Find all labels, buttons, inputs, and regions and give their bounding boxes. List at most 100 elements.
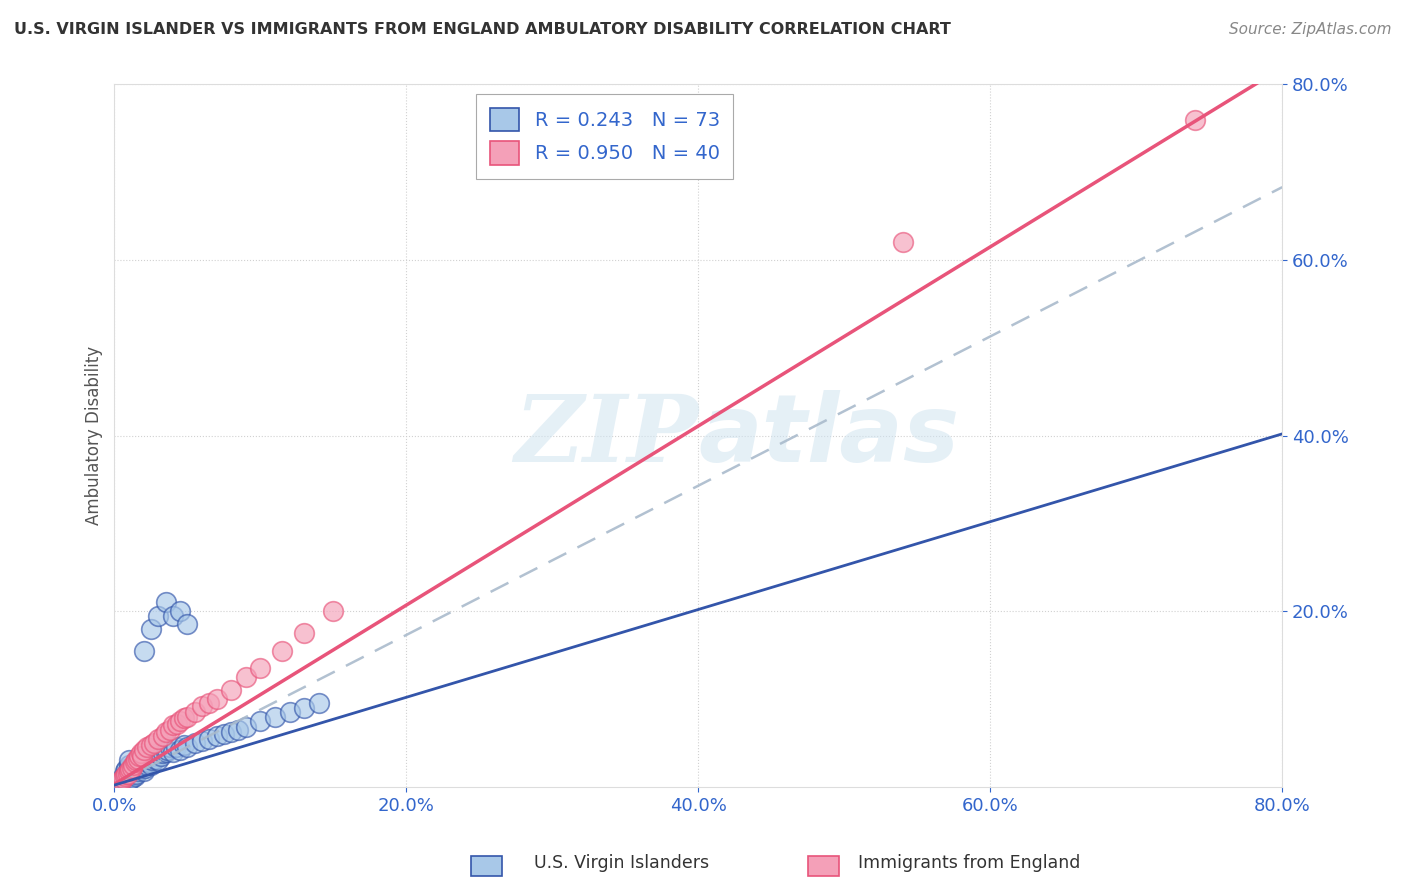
- Point: [118, 757, 141, 772]
- Point: [235, 670, 257, 684]
- Point: [114, 772, 136, 787]
- Point: [136, 756, 159, 770]
- Point: [115, 771, 138, 785]
- Point: [127, 756, 149, 770]
- Point: [128, 760, 150, 774]
- Point: [165, 740, 187, 755]
- Point: [191, 699, 214, 714]
- Point: [148, 754, 170, 768]
- Point: [322, 604, 344, 618]
- Point: [122, 764, 145, 778]
- Text: Immigrants from England: Immigrants from England: [858, 854, 1080, 871]
- Point: [121, 760, 143, 774]
- Point: [142, 736, 165, 750]
- Point: [162, 718, 184, 732]
- Point: [219, 683, 242, 698]
- Point: [114, 764, 136, 778]
- Point: [132, 644, 155, 658]
- Point: [152, 747, 174, 761]
- Point: [127, 752, 149, 766]
- Point: [1184, 112, 1206, 127]
- Point: [121, 760, 143, 774]
- Point: [132, 764, 155, 778]
- Point: [115, 766, 138, 780]
- Point: [132, 757, 155, 772]
- Point: [141, 754, 163, 768]
- Point: [148, 731, 170, 746]
- Point: [219, 725, 242, 739]
- Point: [131, 749, 153, 764]
- Text: ZIP: ZIP: [515, 391, 699, 481]
- Point: [139, 757, 162, 772]
- Point: [135, 740, 157, 755]
- Point: [183, 705, 205, 719]
- Point: [191, 734, 214, 748]
- Point: [135, 757, 157, 772]
- Point: [249, 661, 271, 675]
- Point: [169, 604, 191, 618]
- Point: [124, 769, 146, 783]
- Point: [117, 764, 139, 778]
- Point: [176, 740, 198, 755]
- Point: [205, 692, 228, 706]
- Point: [129, 747, 152, 761]
- Point: [131, 762, 153, 776]
- Point: [173, 738, 195, 752]
- Point: [205, 729, 228, 743]
- Point: [118, 764, 141, 778]
- Point: [155, 595, 177, 609]
- Point: [198, 697, 221, 711]
- Point: [148, 747, 170, 761]
- Point: [139, 622, 162, 636]
- Point: [139, 749, 162, 764]
- Point: [278, 705, 301, 719]
- Point: [118, 754, 141, 768]
- Point: [148, 608, 170, 623]
- Point: [152, 729, 174, 743]
- Point: [156, 743, 179, 757]
- Point: [292, 626, 315, 640]
- Text: atlas: atlas: [699, 390, 959, 482]
- Point: [118, 772, 141, 787]
- Point: [127, 764, 149, 778]
- Point: [121, 766, 143, 780]
- Point: [155, 725, 177, 739]
- Point: [134, 760, 156, 774]
- Point: [169, 714, 191, 728]
- Point: [118, 769, 141, 783]
- Point: [125, 754, 148, 768]
- Point: [122, 757, 145, 772]
- Point: [176, 709, 198, 723]
- Point: [124, 756, 146, 770]
- Text: U.S. VIRGIN ISLANDER VS IMMIGRANTS FROM ENGLAND AMBULATORY DISABILITY CORRELATIO: U.S. VIRGIN ISLANDER VS IMMIGRANTS FROM …: [14, 22, 950, 37]
- Point: [117, 766, 139, 780]
- Legend: R = 0.243   N = 73, R = 0.950   N = 40: R = 0.243 N = 73, R = 0.950 N = 40: [477, 95, 734, 178]
- Point: [249, 714, 271, 728]
- Point: [121, 771, 143, 785]
- Point: [891, 235, 914, 250]
- Point: [169, 743, 191, 757]
- Point: [183, 736, 205, 750]
- Point: [166, 716, 188, 731]
- Point: [142, 749, 165, 764]
- Point: [135, 754, 157, 768]
- Point: [150, 749, 173, 764]
- Point: [115, 766, 138, 780]
- Point: [159, 740, 181, 755]
- Point: [159, 723, 181, 737]
- Point: [292, 701, 315, 715]
- Point: [139, 738, 162, 752]
- Point: [111, 771, 134, 785]
- Point: [117, 769, 139, 783]
- Point: [228, 723, 250, 737]
- Point: [114, 769, 136, 783]
- Point: [271, 644, 294, 658]
- Point: [112, 771, 135, 785]
- Point: [235, 720, 257, 734]
- Point: [118, 765, 141, 780]
- Point: [138, 752, 160, 766]
- Text: U.S. Virgin Islanders: U.S. Virgin Islanders: [534, 854, 710, 871]
- Point: [125, 766, 148, 780]
- Point: [115, 762, 138, 776]
- Point: [129, 757, 152, 772]
